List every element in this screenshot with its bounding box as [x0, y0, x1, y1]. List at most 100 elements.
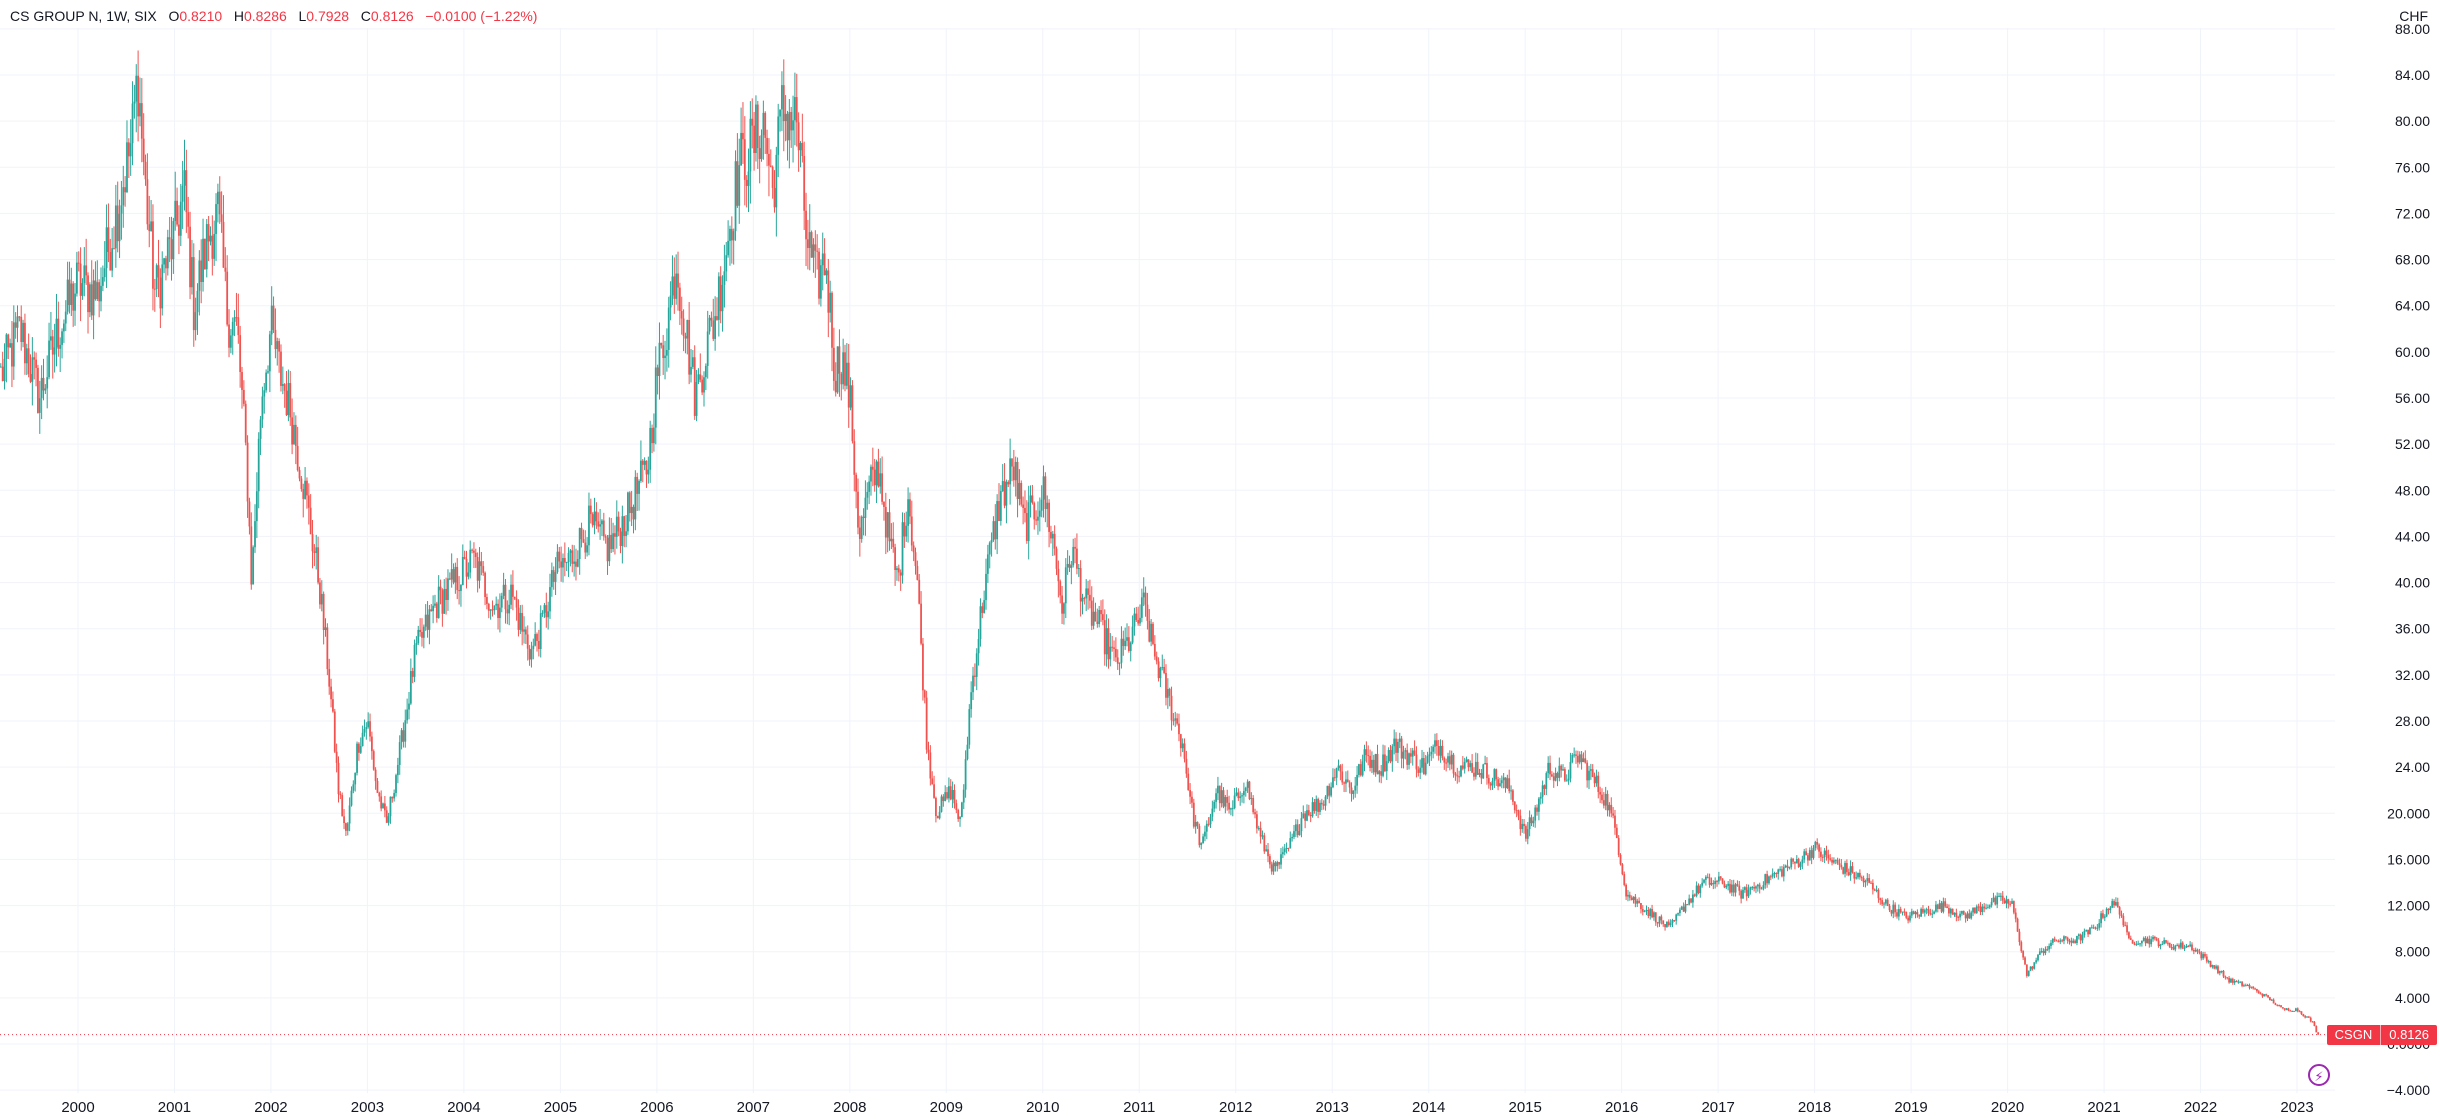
candle-body: [1428, 754, 1431, 757]
candle-body: [2272, 999, 2275, 1004]
candle-body: [1690, 898, 1692, 903]
candle-body: [1101, 614, 1104, 621]
candle-body: [2287, 1008, 2290, 1011]
candle-body: [283, 384, 286, 391]
candle-body: [1584, 758, 1587, 763]
candle-body: [723, 271, 726, 285]
candle-body: [163, 258, 165, 265]
x-tick-label: 2018: [1798, 1099, 1831, 1116]
candle-body: [510, 584, 512, 605]
candle-body: [1499, 783, 1501, 787]
candle-body: [931, 778, 934, 785]
candle-body: [2051, 938, 2054, 943]
candle-body: [445, 588, 448, 600]
candle-body: [2218, 971, 2221, 974]
candle-body: [409, 671, 412, 704]
candle-body: [218, 191, 221, 215]
candle-body: [871, 466, 874, 470]
candle-body: [1946, 906, 1948, 909]
candle-body: [1332, 777, 1334, 788]
candle-body: [1059, 581, 1062, 596]
candle-body: [2142, 937, 2145, 941]
candle-body: [142, 138, 145, 162]
candle-body: [1512, 790, 1514, 802]
candle-body: [51, 336, 54, 355]
candle-body: [571, 550, 574, 564]
candle-body: [1322, 804, 1325, 806]
candle-body: [1651, 908, 1653, 918]
candle-body: [1283, 848, 1286, 853]
candle-body: [1024, 507, 1026, 514]
candle-body: [0, 366, 2, 368]
candle-body: [1012, 466, 1015, 481]
candle-body: [332, 699, 334, 712]
candle-body: [1460, 765, 1462, 777]
candle-body: [2124, 925, 2127, 927]
candle-body: [1189, 790, 1191, 797]
candle-body: [1586, 762, 1589, 781]
candle-body: [450, 569, 453, 580]
candle-body: [755, 104, 757, 154]
candle-body: [157, 265, 160, 278]
candle-body: [404, 720, 407, 742]
candle-body: [2077, 934, 2080, 937]
candle-body: [81, 283, 84, 296]
candle-body: [994, 521, 997, 540]
candle-body: [183, 170, 186, 186]
candle-body: [1905, 911, 1908, 918]
candle-body: [1150, 623, 1153, 642]
candle-body: [1042, 476, 1045, 500]
candle-body: [367, 721, 370, 728]
candle-body: [1244, 787, 1247, 792]
candle-body: [1708, 877, 1711, 885]
candle-body: [1625, 884, 1628, 897]
candle-body: [2198, 951, 2201, 953]
candle-body: [461, 556, 464, 585]
candle-body: [1276, 862, 1279, 867]
candle-body: [1057, 568, 1060, 582]
candle-body: [348, 805, 351, 824]
candle-body: [981, 606, 984, 613]
candle-body: [588, 505, 590, 546]
symbol-title[interactable]: CS GROUP N, 1W, SIX: [10, 8, 157, 24]
candle-body: [2252, 986, 2255, 989]
candle-body: [1346, 779, 1349, 783]
candle-body: [653, 427, 655, 444]
lightning-icon[interactable]: ⚡: [2308, 1064, 2330, 1086]
candle-body: [515, 598, 518, 608]
candle-body: [654, 367, 657, 428]
price-axis[interactable]: 92.00088.0084.0080.0076.0072.0068.0064.0…: [2387, 0, 2430, 1098]
currency-label[interactable]: CHF: [2399, 8, 2428, 24]
candle-body: [1858, 872, 1861, 878]
time-axis[interactable]: 2000 2001 2002 2003 2004 2005 2006 2007 2008 2009…: [61, 1099, 2313, 1116]
candle-body: [797, 122, 800, 151]
candle-body: [1712, 883, 1715, 885]
candle-body: [396, 764, 399, 776]
candle-body: [328, 669, 331, 687]
candle-body: [808, 232, 811, 249]
candle-body: [1443, 757, 1446, 763]
x-tick-label: 2017: [1701, 1099, 1734, 1116]
candle-body: [2066, 937, 2069, 941]
candle-body: [2270, 999, 2273, 1001]
y-tick-label: 72.00: [2395, 205, 2430, 221]
candle-body: [2313, 1021, 2316, 1026]
candle-body: [1211, 808, 1214, 817]
candle-body: [358, 743, 360, 753]
candle-body: [1556, 773, 1559, 778]
candle-body: [2063, 936, 2065, 942]
y-tick-label: 28.00: [2395, 713, 2430, 729]
candle-body: [27, 348, 30, 374]
candle-body: [1894, 904, 1897, 913]
candle-body: [1961, 911, 1963, 914]
y-tick-label: 40.00: [2395, 575, 2430, 591]
candle-body: [168, 237, 171, 240]
candle-body: [1400, 738, 1403, 759]
candle-body: [1085, 588, 1088, 599]
candle-body: [1886, 899, 1889, 906]
candle-body: [845, 362, 848, 386]
candle-body: [688, 320, 691, 375]
candle-body: [144, 161, 147, 180]
candle-body: [2126, 925, 2128, 933]
